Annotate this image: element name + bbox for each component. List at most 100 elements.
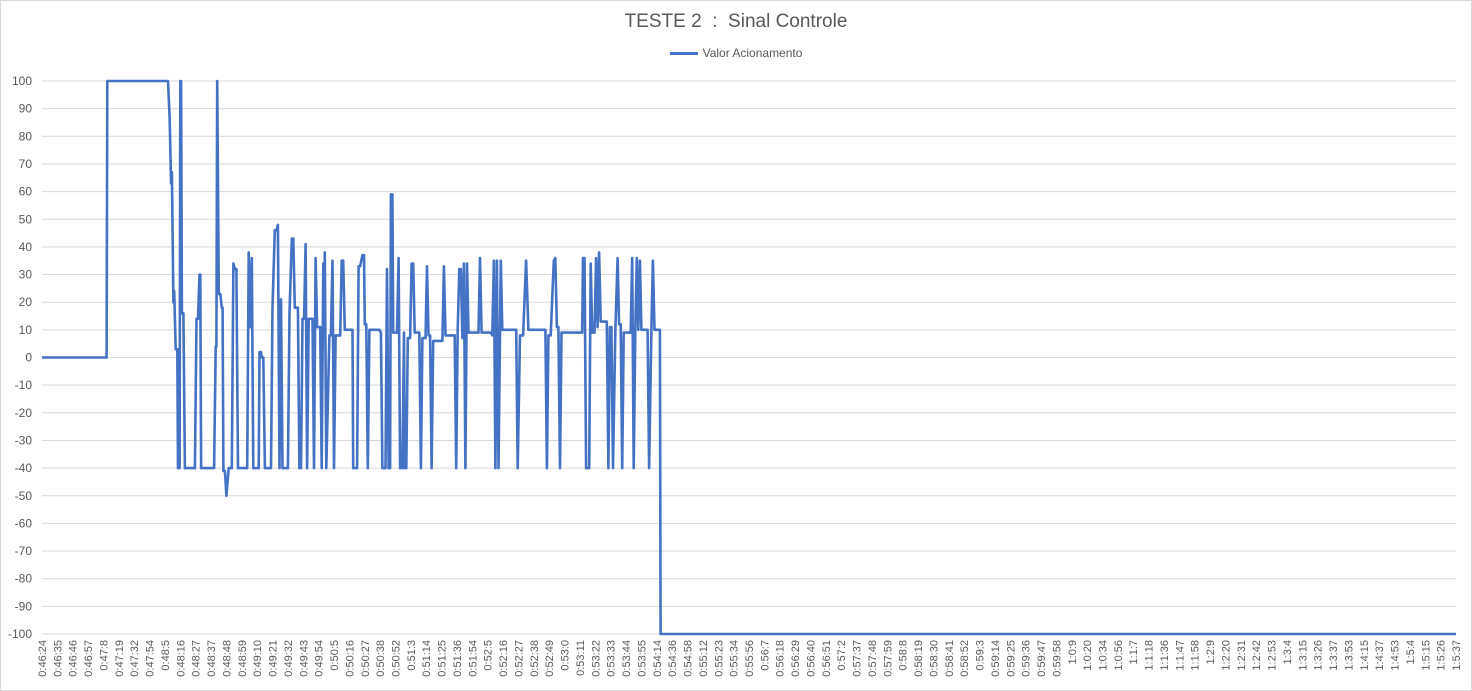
chart-title: TESTE 2 : Sinal Controle bbox=[624, 11, 848, 32]
x-tick-label: 0:48:5 bbox=[160, 640, 172, 671]
x-tick-label: 0:59:3 bbox=[975, 640, 987, 671]
y-tick-label: 50 bbox=[19, 212, 33, 226]
x-tick-label: 0:55:23 bbox=[713, 640, 725, 677]
y-tick-label: 40 bbox=[19, 240, 33, 254]
x-tick-label: 0:56:29 bbox=[790, 640, 802, 677]
x-tick-label: 0:53:0 bbox=[560, 640, 572, 671]
x-tick-label: 0:54:58 bbox=[683, 640, 695, 677]
x-tick-label: 1:4:15 bbox=[1359, 640, 1371, 671]
y-axis-ticks: 1009080706050403020100-10-20-30-40-50-60… bbox=[8, 74, 32, 641]
y-tick-label: -80 bbox=[15, 572, 33, 586]
x-tick-label: 1:1:7 bbox=[1128, 640, 1140, 664]
y-tick-label: -100 bbox=[8, 627, 32, 641]
y-tick-label: -40 bbox=[15, 461, 33, 475]
x-tick-label: 0:56:51 bbox=[821, 640, 833, 677]
x-tick-label: 0:52:16 bbox=[498, 640, 510, 677]
y-tick-label: -90 bbox=[15, 599, 33, 613]
x-tick-label: 0:57:37 bbox=[852, 640, 864, 677]
x-tick-label: 0:54:14 bbox=[652, 640, 664, 677]
x-tick-label: 1:2:20 bbox=[1220, 640, 1232, 671]
y-tick-label: -10 bbox=[15, 378, 33, 392]
x-tick-label: 0:52:49 bbox=[544, 640, 556, 677]
x-tick-label: 1:3:4 bbox=[1282, 640, 1294, 664]
x-tick-label: 0:52:27 bbox=[513, 640, 525, 677]
x-tick-label: 1:1:47 bbox=[1174, 640, 1186, 671]
x-tick-label: 0:47:32 bbox=[129, 640, 141, 677]
x-tick-label: 1:0:20 bbox=[1082, 640, 1094, 671]
y-tick-label: 20 bbox=[19, 295, 33, 309]
x-tick-label: 1:3:26 bbox=[1313, 640, 1325, 671]
x-tick-label: 0:59:14 bbox=[990, 640, 1002, 677]
x-axis-ticks: 0:46:24 0:46:35 0:46:46 0:46:57 0:47:8 0:47:1… bbox=[37, 640, 1463, 677]
y-tick-label: 0 bbox=[25, 351, 32, 365]
x-tick-label: 0:49:21 bbox=[268, 640, 280, 677]
x-tick-label: 0:51:25 bbox=[437, 640, 449, 677]
legend-label: Valor Acionamento bbox=[702, 46, 803, 60]
y-tick-label: 30 bbox=[19, 268, 33, 282]
x-tick-label: 1:5:26 bbox=[1436, 640, 1448, 671]
x-tick-label: 0:50:38 bbox=[375, 640, 387, 677]
x-tick-label: 0:57:48 bbox=[867, 640, 879, 677]
x-tick-label: 0:48:37 bbox=[206, 640, 218, 677]
x-tick-label: 1:3:53 bbox=[1343, 640, 1355, 671]
x-tick-label: 0:48:59 bbox=[237, 640, 249, 677]
x-tick-label: 0:53:55 bbox=[636, 640, 648, 677]
x-tick-label: 0:55:12 bbox=[698, 640, 710, 677]
x-tick-label: 1:1:18 bbox=[1144, 640, 1156, 671]
x-tick-label: 0:53:44 bbox=[621, 640, 633, 677]
x-tick-label: 0:50:16 bbox=[344, 640, 356, 677]
x-tick-label: 0:48:16 bbox=[175, 640, 187, 677]
x-tick-label: 0:55:34 bbox=[729, 640, 741, 677]
x-tick-label: 0:56:7 bbox=[759, 640, 771, 671]
x-tick-label: 0:51:54 bbox=[467, 640, 479, 677]
x-tick-label: 0:49:54 bbox=[314, 640, 326, 677]
x-tick-label: 0:58:52 bbox=[959, 640, 971, 677]
y-tick-label: -30 bbox=[15, 433, 33, 447]
x-tick-label: 0:53:33 bbox=[606, 640, 618, 677]
y-tick-label: 60 bbox=[19, 185, 33, 199]
x-tick-label: 0:48:48 bbox=[221, 640, 233, 677]
x-tick-label: 0:53:22 bbox=[590, 640, 602, 677]
legend: Valor Acionamento bbox=[0, 46, 1472, 60]
x-tick-label: 0:47:8 bbox=[98, 640, 110, 671]
x-tick-label: 1:0:34 bbox=[1098, 640, 1110, 671]
gridlines bbox=[42, 80, 1456, 635]
y-tick-label: 10 bbox=[19, 323, 33, 337]
series-line bbox=[42, 79, 1456, 636]
x-tick-label: 0:59:25 bbox=[1005, 640, 1017, 677]
y-tick-label: -70 bbox=[15, 544, 33, 558]
x-tick-label: 0:51:14 bbox=[421, 640, 433, 677]
x-tick-label: 1:2:31 bbox=[1236, 640, 1248, 671]
x-tick-label: 1:4:37 bbox=[1374, 640, 1386, 671]
x-tick-label: 0:58:41 bbox=[944, 640, 956, 677]
x-tick-label: 0:59:36 bbox=[1021, 640, 1033, 677]
x-tick-label: 0:52:38 bbox=[529, 640, 541, 677]
x-tick-label: 1:5:15 bbox=[1420, 640, 1432, 671]
x-tick-label: 0:52:5 bbox=[483, 640, 495, 671]
x-tick-label: 0:50:5 bbox=[329, 640, 341, 671]
x-tick-label: 1:1:36 bbox=[1159, 640, 1171, 671]
x-tick-label: 1:4:53 bbox=[1390, 640, 1402, 671]
x-tick-label: 0:58:19 bbox=[913, 640, 925, 677]
x-tick-label: 0:49:32 bbox=[283, 640, 295, 677]
x-tick-label: 0:47:54 bbox=[145, 640, 157, 677]
x-tick-label: 0:46:46 bbox=[68, 640, 80, 677]
legend-swatch bbox=[669, 51, 698, 55]
x-tick-label: 1:5:4 bbox=[1405, 640, 1417, 664]
x-tick-label: 0:50:52 bbox=[391, 640, 403, 677]
x-tick-label: 0:46:57 bbox=[83, 640, 95, 677]
y-tick-label: -60 bbox=[15, 516, 33, 530]
x-tick-label: 0:50:27 bbox=[360, 640, 372, 677]
x-tick-label: 0:51:36 bbox=[452, 640, 464, 677]
y-tick-label: -20 bbox=[15, 406, 33, 420]
x-tick-label: 0:49:10 bbox=[252, 640, 264, 677]
x-tick-label: 0:56:40 bbox=[805, 640, 817, 677]
x-tick-label: 0:55:56 bbox=[744, 640, 756, 677]
x-tick-label: 0:59:58 bbox=[1051, 640, 1063, 677]
y-tick-label: 80 bbox=[19, 129, 33, 143]
x-tick-label: 1:0:56 bbox=[1113, 640, 1125, 671]
x-tick-label: 1:2:42 bbox=[1251, 640, 1263, 671]
x-tick-label: 0:58:8 bbox=[898, 640, 910, 671]
